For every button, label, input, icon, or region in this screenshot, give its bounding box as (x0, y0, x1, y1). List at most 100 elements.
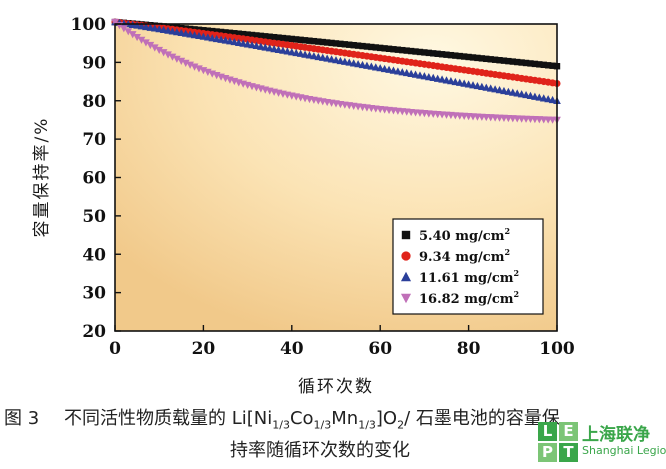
y-tick-label: 90 (82, 53, 106, 73)
data-point (371, 63, 380, 71)
data-point (420, 72, 429, 80)
data-point (142, 22, 150, 31)
data-point (217, 35, 225, 43)
data-point (305, 51, 314, 59)
data-point (447, 77, 455, 85)
legend-label-superscript: 2 (504, 247, 510, 257)
data-point (168, 27, 177, 35)
data-point (314, 52, 323, 61)
data-point (549, 62, 556, 69)
data-point (164, 51, 172, 59)
logo-letter: T (559, 443, 578, 462)
data-point (349, 59, 358, 67)
data-point (146, 41, 155, 50)
data-point (416, 48, 424, 56)
company-logo: L E P T 上海联净 Shanghai Legion (538, 420, 666, 466)
data-point (279, 46, 287, 54)
data-point (544, 62, 552, 69)
legend-marker (400, 293, 412, 304)
data-point (456, 52, 463, 60)
data-point (133, 21, 141, 29)
data-point (407, 47, 415, 55)
data-point (517, 90, 526, 98)
data-point (168, 53, 177, 61)
data-point (234, 38, 243, 46)
data-point (341, 41, 349, 48)
data-point (514, 58, 521, 66)
data-point (265, 44, 274, 52)
legend-box (392, 218, 544, 315)
logo-letter: L (538, 422, 557, 441)
data-point (239, 30, 247, 38)
legend-label: 16.82 mg/cm2 (419, 289, 519, 307)
y-axis-title: 容量保持率/% (32, 117, 52, 238)
data-point (377, 44, 384, 52)
data-point (508, 88, 517, 96)
data-point (359, 42, 366, 50)
data-point (248, 31, 256, 39)
data-point (261, 43, 270, 51)
data-point (253, 32, 260, 39)
data-point (487, 56, 494, 63)
data-point (500, 86, 508, 95)
data-point (164, 26, 172, 34)
data-point (464, 80, 473, 88)
data-point (318, 53, 327, 61)
data-point (531, 92, 539, 100)
data-point (155, 46, 164, 55)
data-point (222, 29, 229, 36)
data-point (323, 39, 331, 46)
data-point (491, 85, 499, 93)
data-point (469, 54, 477, 61)
data-point (128, 31, 137, 39)
data-point (137, 22, 146, 30)
data-point (505, 57, 512, 65)
data-point (496, 57, 503, 64)
data-point (332, 56, 340, 64)
data-point (186, 30, 194, 38)
data-point (310, 37, 318, 45)
data-point (190, 63, 199, 71)
data-point (155, 25, 164, 33)
data-point (389, 66, 398, 74)
data-point (522, 90, 530, 99)
data-point (231, 30, 238, 37)
data-point (186, 61, 194, 69)
data-point (469, 81, 477, 89)
data-point (390, 46, 397, 53)
data-point (235, 30, 242, 37)
data-point (434, 50, 441, 57)
data-point (301, 50, 309, 58)
data-point (430, 50, 437, 57)
logo-chinese-name: 上海联净 (582, 425, 650, 445)
data-point (150, 44, 159, 52)
data-point (495, 86, 504, 94)
data-point (398, 68, 407, 76)
data-point (199, 32, 208, 40)
data-point (438, 75, 446, 83)
x-tick-label: 20 (192, 339, 216, 359)
data-point (181, 29, 190, 37)
data-point (513, 89, 522, 97)
data-point (399, 46, 406, 54)
data-point (424, 72, 433, 81)
data-point (460, 53, 468, 60)
data-point (323, 54, 331, 62)
data-point (217, 28, 225, 36)
data-point (133, 33, 141, 42)
data-point (257, 42, 265, 50)
data-point (354, 42, 362, 49)
data-point (248, 41, 256, 49)
data-point (111, 18, 119, 27)
y-tick-label: 30 (82, 284, 106, 304)
data-point (310, 52, 318, 60)
figure-caption-line-2: 持率随循环次数的变化 (230, 440, 410, 461)
y-tick-label: 100 (71, 15, 107, 35)
data-point (443, 51, 450, 58)
data-point (394, 46, 402, 53)
data-point (385, 65, 393, 73)
data-point (221, 36, 230, 44)
data-point (473, 81, 482, 90)
data-point (306, 37, 313, 44)
data-point (421, 49, 428, 56)
